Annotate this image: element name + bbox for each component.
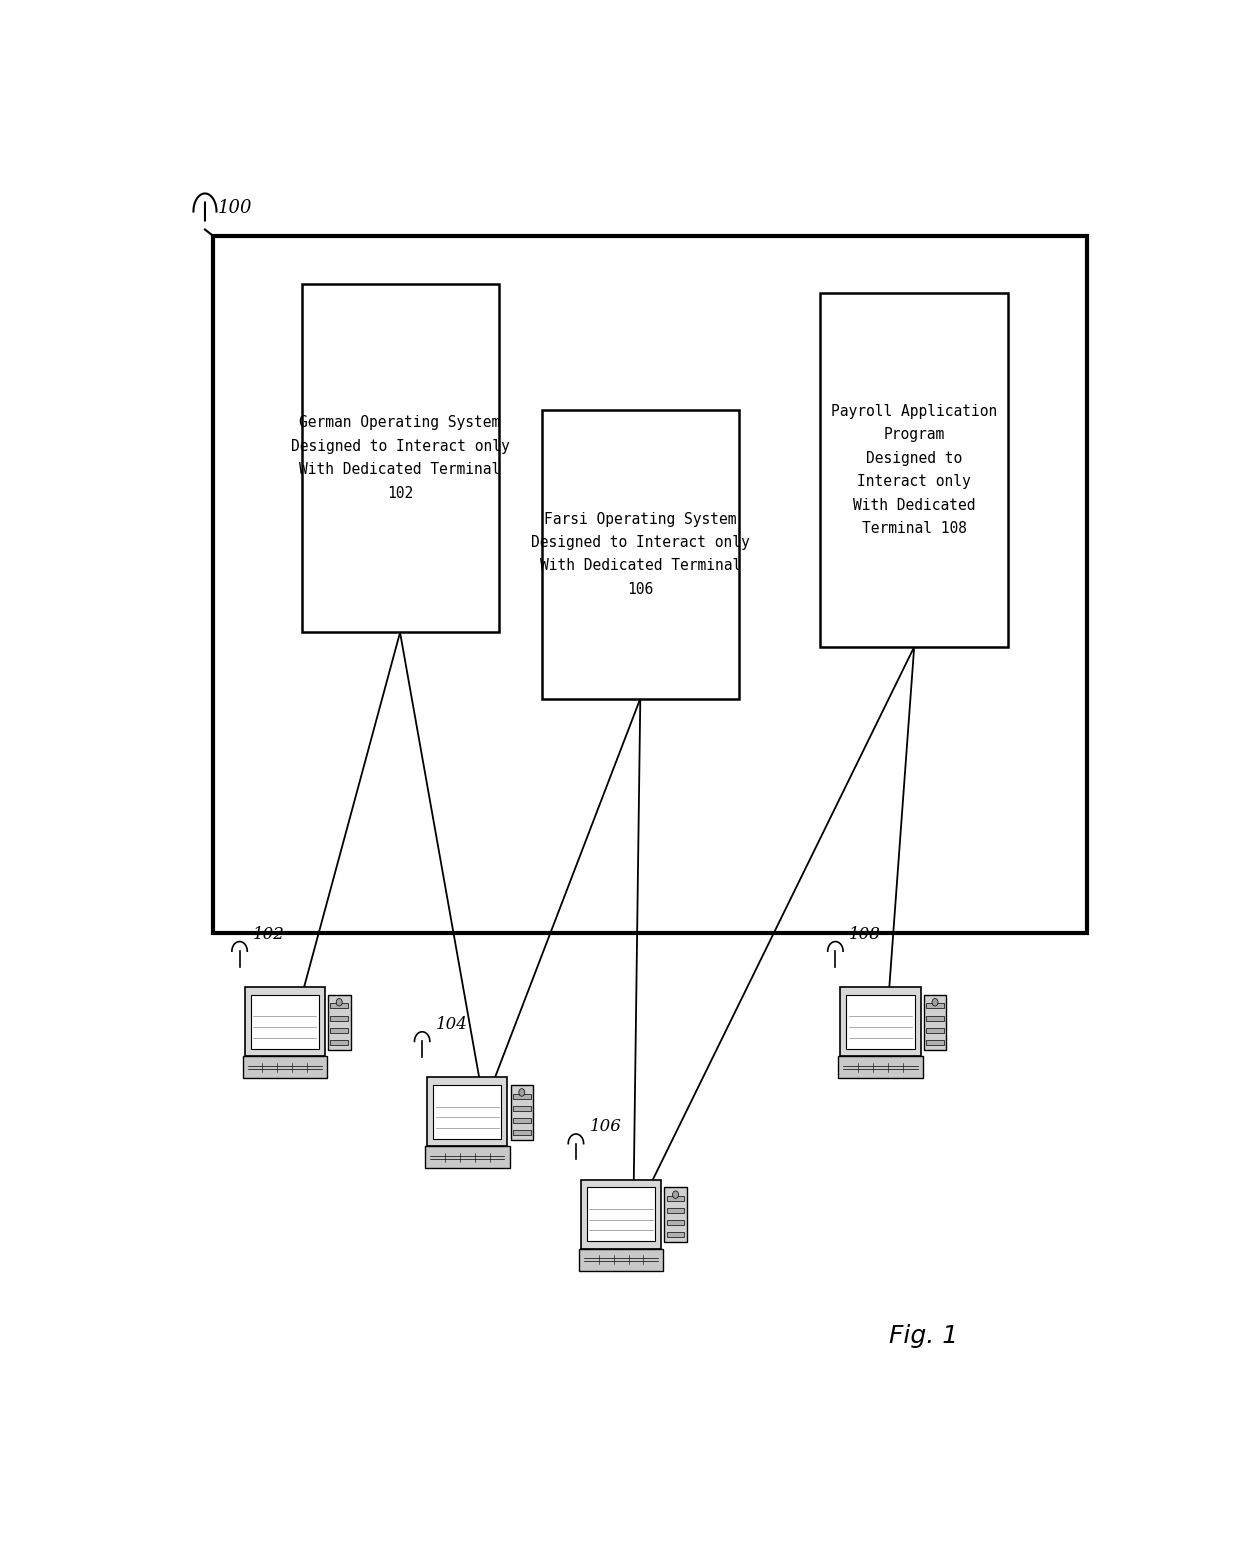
Bar [580, 1179, 661, 1248]
Bar [926, 1028, 944, 1032]
Bar [330, 1028, 348, 1032]
Bar [667, 1220, 684, 1225]
Bar [542, 409, 739, 698]
Bar [425, 1147, 510, 1168]
Bar [926, 1003, 944, 1009]
Bar [427, 1078, 507, 1147]
Bar [250, 995, 319, 1048]
Text: Farsi Operating System
Designed to Interact only
With Dedicated Terminal
106: Farsi Operating System Designed to Inter… [531, 512, 750, 597]
Bar [667, 1207, 684, 1214]
Bar [327, 995, 351, 1050]
Bar [924, 995, 946, 1050]
Bar [511, 1086, 533, 1140]
Bar [667, 1232, 684, 1237]
Text: 106: 106 [589, 1118, 621, 1136]
Bar [926, 1015, 944, 1020]
Text: Payroll Application
Program
Designed to
Interact only
With Dedicated
Terminal 10: Payroll Application Program Designed to … [831, 405, 997, 536]
Text: 102: 102 [253, 926, 285, 943]
Bar [330, 1040, 348, 1045]
Bar [665, 1187, 687, 1242]
Bar [587, 1187, 655, 1242]
Bar [301, 284, 498, 633]
Bar [433, 1086, 501, 1139]
Text: 104: 104 [435, 1015, 467, 1032]
Bar [330, 1003, 348, 1009]
Bar [243, 1056, 327, 1078]
Bar [513, 1093, 531, 1098]
Circle shape [672, 1190, 678, 1198]
Bar [513, 1106, 531, 1111]
Bar [926, 1040, 944, 1045]
Bar [579, 1248, 663, 1271]
Circle shape [932, 998, 937, 1006]
Bar [847, 995, 915, 1048]
Bar [667, 1196, 684, 1201]
Circle shape [336, 998, 342, 1006]
Bar [838, 1056, 923, 1078]
Bar [821, 292, 1008, 648]
Bar [513, 1131, 531, 1136]
Text: 108: 108 [849, 926, 880, 943]
Bar [330, 1015, 348, 1020]
Bar [213, 236, 1087, 933]
Bar [841, 987, 921, 1056]
Text: Fig. 1: Fig. 1 [889, 1325, 959, 1348]
Bar [513, 1118, 531, 1123]
Bar [244, 987, 325, 1056]
Text: German Operating System
Designed to Interact only
With Dedicated Terminal
102: German Operating System Designed to Inte… [290, 415, 510, 501]
Text: 100: 100 [217, 198, 252, 217]
Circle shape [518, 1089, 525, 1097]
